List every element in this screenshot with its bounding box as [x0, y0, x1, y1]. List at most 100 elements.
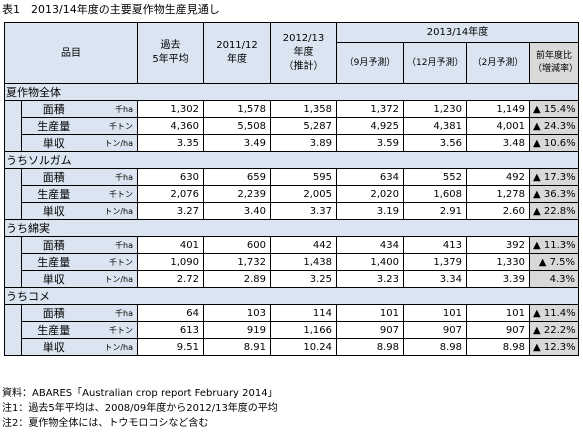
unit-label: トン/ha [85, 134, 138, 152]
metric-label: 面積 [21, 236, 86, 254]
note-2: 注2：夏作物全体には、トウモロコシなど含む [2, 418, 209, 429]
value-cell: 4,925 [336, 117, 404, 135]
yoy-cell: ▲ 17.3% [528, 168, 580, 186]
unit-label: 千トン [85, 253, 138, 271]
value-cell: 2,005 [270, 185, 337, 203]
unit-label: トン/ha [85, 338, 138, 356]
value-cell: 1,379 [403, 253, 467, 271]
metric-label: 生産量 [21, 117, 86, 135]
metric-label: 生産量 [21, 253, 86, 271]
table-row: 単収 トン/ha 9.51 8.91 10.24 8.98 8.98 8.98 ▲ 12.3% [5, 338, 580, 356]
value-cell: 8.91 [203, 338, 271, 356]
value-cell: 595 [270, 168, 337, 186]
value-cell: 1,400 [336, 253, 404, 271]
value-cell: 1,732 [203, 253, 271, 271]
value-cell: 2.91 [403, 202, 467, 220]
metric-label: 生産量 [21, 321, 86, 339]
yoy-cell: ▲ 7.5% [528, 253, 580, 271]
unit-label: 千ha [85, 236, 138, 254]
value-cell: 103 [203, 304, 271, 322]
header-yoy: 前年度比 （増減率） [528, 42, 580, 84]
value-cell: 3.25 [270, 270, 337, 288]
group-indent [4, 236, 22, 288]
table-row: 単収 トン/ha 2.72 2.89 3.25 3.23 3.34 3.39 4.3% [5, 270, 580, 288]
table-row: 面積 千ha 64 103 114 101 101 101 ▲ 11.4% [4, 304, 580, 356]
value-cell: 392 [466, 236, 530, 254]
table-title: 表1 2013/14年度の主要夏作物生産見通し [2, 3, 220, 16]
value-cell: 434 [336, 236, 404, 254]
value-cell: 8.98 [403, 338, 467, 356]
source-note: 資料：ABARES「Australian crop report Februar… [2, 388, 278, 399]
metric-label: 単収 [21, 338, 86, 356]
value-cell: 1,438 [270, 253, 337, 271]
value-cell: 3.35 [137, 134, 204, 152]
value-cell: 1,330 [466, 253, 530, 271]
footnotes: 資料：ABARES「Australian crop report Februar… [2, 386, 278, 431]
value-cell: 2.72 [137, 270, 204, 288]
value-cell: 3.56 [403, 134, 467, 152]
value-cell: 10.24 [270, 338, 337, 356]
value-cell: 1,149 [466, 100, 530, 118]
value-cell: 1,608 [403, 185, 467, 203]
value-cell: 1,578 [203, 100, 271, 118]
table-row: 生産量 千トン 613 919 1,166 907 907 907 ▲ 22.2% [5, 321, 580, 339]
value-cell: 907 [466, 321, 530, 339]
value-cell: 5,508 [203, 117, 271, 135]
value-cell: 630 [137, 168, 204, 186]
value-cell: 3.34 [403, 270, 467, 288]
metric-label: 単収 [21, 134, 86, 152]
value-cell: 442 [270, 236, 337, 254]
value-cell: 114 [270, 304, 337, 322]
unit-label: 千トン [85, 321, 138, 339]
group-header: うちソルガム [3, 151, 580, 169]
value-cell: 401 [137, 236, 204, 254]
group-indent [4, 168, 22, 220]
value-cell: 919 [203, 321, 271, 339]
group-header: うち綿実 [3, 219, 580, 237]
value-cell: 3.40 [203, 202, 271, 220]
header-dec-forecast: （12月予測） [403, 42, 467, 84]
unit-label: トン/ha [85, 202, 138, 220]
metric-label: 面積 [21, 168, 86, 186]
metric-label: 生産量 [21, 185, 86, 203]
yoy-cell: ▲ 22.8% [528, 202, 580, 220]
value-cell: 8.98 [466, 338, 530, 356]
value-cell: 3.37 [270, 202, 337, 220]
table-row: 単収 トン/ha 3.27 3.40 3.37 3.19 2.91 2.60 ▲ 22.8% [5, 202, 580, 220]
table-row: 面積 千ha 1,302 1,578 1,358 1,372 1,230 1,149 ▲ 15.… [4, 100, 580, 152]
value-cell: 3.19 [336, 202, 404, 220]
table-row: 面積 千ha 630 659 595 634 552 492 ▲ 17.3% [4, 168, 580, 220]
header-feb-forecast: （2月予測） [466, 42, 530, 84]
value-cell: 2,239 [203, 185, 271, 203]
value-cell: 1,372 [336, 100, 404, 118]
value-cell: 3.48 [466, 134, 530, 152]
value-cell: 413 [403, 236, 467, 254]
value-cell: 4,381 [403, 117, 467, 135]
table-row: 単収 トン/ha 3.35 3.49 3.89 3.59 3.56 3.48 ▲ 10.6% [5, 134, 580, 152]
unit-label: 千ha [85, 100, 138, 118]
metric-label: 面積 [21, 100, 86, 118]
value-cell: 1,302 [137, 100, 204, 118]
header-past5: 過去 5年平均 [137, 22, 204, 84]
value-cell: 659 [203, 168, 271, 186]
table-row: 生産量 千トン 1,090 1,732 1,438 1,400 1,379 1,330 ▲ 7.… [5, 253, 580, 271]
yoy-cell: ▲ 11.3% [528, 236, 580, 254]
value-cell: 600 [203, 236, 271, 254]
value-cell: 3.39 [466, 270, 530, 288]
value-cell: 3.89 [270, 134, 337, 152]
value-cell: 101 [466, 304, 530, 322]
value-cell: 64 [137, 304, 204, 322]
yoy-cell: ▲ 12.3% [528, 338, 580, 356]
table-row: 面積 千ha 401 600 442 434 413 392 ▲ 11.3% [4, 236, 580, 288]
value-cell: 4,001 [466, 117, 530, 135]
unit-label: 千ha [85, 168, 138, 186]
metric-label: 単収 [21, 202, 86, 220]
unit-label: 千トン [85, 185, 138, 203]
yoy-cell: 4.3% [528, 270, 580, 288]
metric-label: 面積 [21, 304, 86, 322]
header-2011-12: 2011/12 年度 [203, 22, 271, 84]
yoy-cell: ▲ 36.3% [528, 185, 580, 203]
crop-forecast-table: 品目 過去 5年平均 2011/12 年度 2012/13 年度 （推計） 2013/1… [3, 22, 580, 356]
unit-label: 千トン [85, 117, 138, 135]
unit-label: トン/ha [85, 270, 138, 288]
